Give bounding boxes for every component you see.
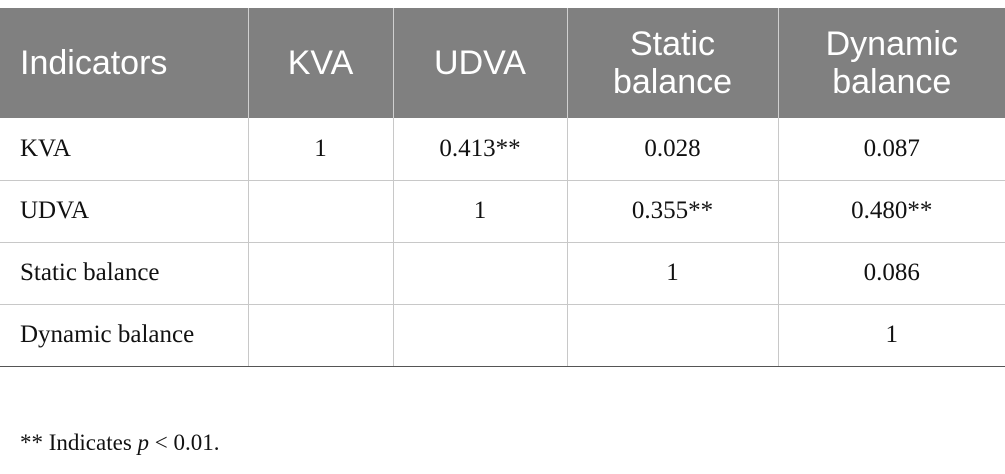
correlation-table: Indicators KVA UDVA Static balance Dynamic b… — [0, 8, 1005, 367]
table-row: KVA 1 0.413** 0.028 0.087 — [0, 118, 1005, 181]
table-cell — [392, 242, 567, 305]
table-cell: 0.086 — [777, 242, 1005, 305]
header-cell: UDVA — [392, 8, 567, 118]
table-cell: 1 — [247, 118, 393, 181]
row-label: KVA — [0, 118, 248, 181]
header-cell: Dynamic balance — [777, 8, 1005, 118]
footnote-text: ** Indicates — [20, 430, 138, 455]
table-cell: 0.355** — [566, 180, 778, 243]
row-label: UDVA — [0, 180, 248, 243]
table-cell — [247, 242, 393, 305]
table-body: KVA 1 0.413** 0.028 0.087 UDVA 1 0.355** 0.480**… — [0, 118, 1005, 367]
header-cell: Indicators — [0, 8, 248, 118]
footnote: ** Indicates p < 0.01. — [20, 430, 220, 456]
table-cell: 0.087 — [777, 118, 1005, 181]
table-cell — [247, 180, 393, 243]
table-cell: 0.028 — [566, 118, 778, 181]
header-cell: KVA — [247, 8, 393, 118]
header-cell: Static balance — [566, 8, 778, 118]
row-label: Static balance — [0, 242, 248, 305]
table-cell: 0.413** — [392, 118, 567, 181]
table-cell: 1 — [566, 242, 778, 305]
table-cell — [392, 304, 567, 367]
table-cell: 0.480** — [777, 180, 1005, 243]
table-row: Dynamic balance 1 — [0, 304, 1005, 367]
table-cell: 1 — [777, 304, 1005, 367]
footnote-text: < 0.01. — [149, 430, 220, 455]
table-cell — [566, 304, 778, 367]
header-row: Indicators KVA UDVA Static balance Dynamic b… — [0, 8, 1005, 118]
table-header: Indicators KVA UDVA Static balance Dynamic b… — [0, 8, 1005, 118]
table-row: UDVA 1 0.355** 0.480** — [0, 180, 1005, 243]
row-label: Dynamic balance — [0, 304, 248, 367]
table-cell — [247, 304, 393, 367]
table-row: Static balance 1 0.086 — [0, 242, 1005, 305]
footnote-variable: p — [137, 430, 150, 455]
table-cell: 1 — [392, 180, 567, 243]
